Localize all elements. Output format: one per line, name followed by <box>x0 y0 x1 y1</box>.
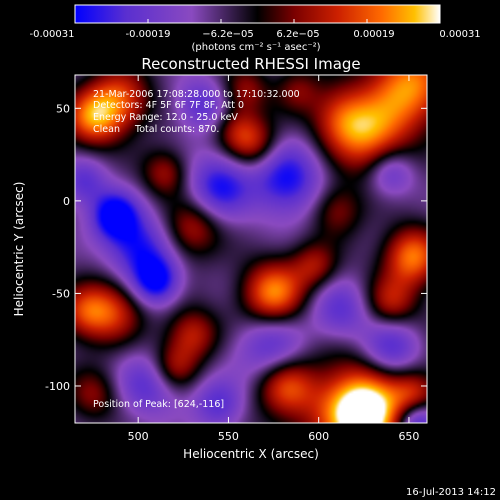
y-tick-label: -100 <box>45 380 70 393</box>
x-tick-label: 500 <box>128 430 149 443</box>
colorbar-tick-label: -0.00031 <box>30 29 75 40</box>
colorbar-tick-label: 0.00019 <box>353 29 394 40</box>
y-tick-label: 0 <box>63 195 70 208</box>
colorbar-units-label: (photons cm⁻² s⁻¹ asec⁻²) <box>191 42 320 53</box>
chart-title: Reconstructed RHESSI Image <box>141 55 360 73</box>
colorbar-ticks <box>74 19 441 23</box>
timestamp: 16-Jul-2013 14:12 <box>406 487 496 498</box>
y-axis-tick-labels: 50 0 -50 -100 <box>45 102 70 393</box>
colorbar-tick-label: 6.2e−05 <box>276 29 319 40</box>
y-tick-label: 50 <box>56 102 70 115</box>
annotation-time-range: 21-Mar-2006 17:08:28.000 to 17:10:32.000 <box>93 89 300 100</box>
x-axis-ticks <box>137 75 410 423</box>
x-axis-tick-labels: 500 550 600 650 <box>128 430 420 443</box>
annotation-detectors: Detectors: 4F 5F 6F 7F 8F, Att 0 <box>93 100 244 111</box>
x-tick-label: 600 <box>308 430 329 443</box>
plot-frame <box>74 74 428 424</box>
x-tick-label: 550 <box>218 430 239 443</box>
heatmap <box>75 75 427 423</box>
x-tick-label: 650 <box>398 430 419 443</box>
annotation-peak-position: Position of Peak: [624,-116] <box>93 399 224 410</box>
heatmap-image <box>75 75 427 423</box>
y-tick-label: -50 <box>52 287 70 300</box>
colorbar-tick-label: −6.2e−05 <box>202 29 254 40</box>
colorbar-tick-label: 0.00031 <box>439 29 480 40</box>
colorbar <box>74 4 441 24</box>
colorbar-tick-label: -0.00019 <box>126 29 171 40</box>
y-axis-label: Heliocentric Y (arcsec) <box>12 182 26 317</box>
annotation-energy-range: Energy Range: 12.0 - 25.0 keV <box>93 112 238 123</box>
annotation-clean-counts: Clean Total counts: 870. <box>93 124 219 135</box>
x-axis-label: Heliocentric X (arcsec) <box>183 447 319 461</box>
colorbar-tick-labels: -0.00031 -0.00019 −6.2e−05 6.2e−05 0.000… <box>30 29 481 40</box>
y-axis-ticks <box>75 107 427 387</box>
annotation-block: 21-Mar-2006 17:08:28.000 to 17:10:32.000… <box>93 89 300 135</box>
